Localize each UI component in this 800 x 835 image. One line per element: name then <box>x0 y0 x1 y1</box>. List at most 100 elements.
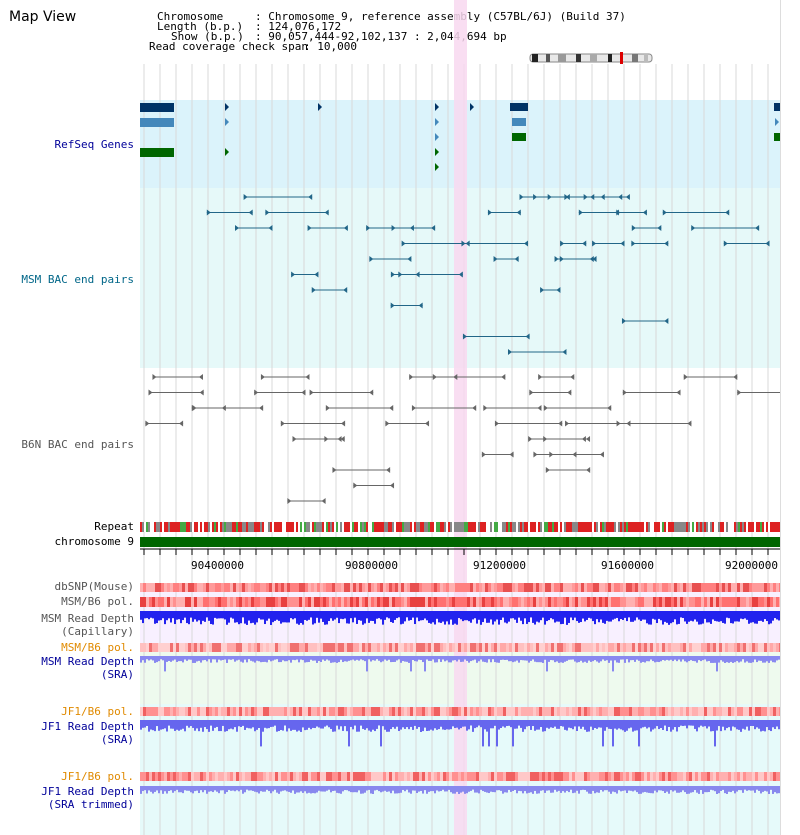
track-label-jf1-b6-pol[interactable]: JF1/B6 pol. <box>61 705 134 718</box>
b6n-bac-pair-end <box>260 374 265 380</box>
jf1-b6-pol-2-strip <box>422 772 425 781</box>
repeat-segment <box>696 522 698 532</box>
jf1-depth-sra-bar <box>590 720 592 727</box>
msm-b6-pol-sra-strip <box>665 643 668 652</box>
repeat-segment <box>478 522 480 532</box>
jf1-b6-pol-strip <box>182 707 185 716</box>
jf1-depth-sra-bar <box>242 720 244 726</box>
msm-depth-sra-bar <box>464 656 466 660</box>
repeat-segment <box>550 522 552 532</box>
chromosome-ideogram[interactable] <box>528 52 656 64</box>
repeat-segment <box>344 522 346 532</box>
jf1-depth-sra-bar <box>506 720 508 727</box>
msm-b6-pol-strip <box>179 597 182 607</box>
dbsnp-strip <box>719 583 722 592</box>
jf1-b6-pol-2-strip <box>308 772 311 781</box>
repeat-segment <box>732 522 734 532</box>
msm-b6-pol-sra-strip <box>395 643 398 652</box>
msm-bac-pair-end <box>461 240 466 247</box>
msm-b6-pol-sra-strip <box>167 643 170 652</box>
jf1-b6-pol-2-strip <box>278 772 281 781</box>
repeat-segment <box>442 522 444 532</box>
refseq-gene <box>774 133 780 141</box>
jf1-b6-pol-strip <box>584 707 587 716</box>
jf1-depth-sra-bar <box>736 720 738 730</box>
msm-b6-pol-sra-strip <box>197 643 200 652</box>
track-label-jf1-b6-pol-2[interactable]: JF1/B6 pol. <box>61 770 134 783</box>
jf1-b6-pol-strip <box>689 707 692 716</box>
track-label-msm-b6-pol-sra[interactable]: MSM/B6 pol. <box>61 641 134 654</box>
jf1-b6-pol-2-strip <box>515 772 518 781</box>
dbsnp-strip <box>284 583 287 592</box>
jf1-b6-pol-strip <box>566 707 569 716</box>
jf1-b6-pol-2-strip <box>206 772 209 781</box>
msm-depth-cap-bar <box>498 611 500 625</box>
track-label-msm-depth-cap[interactable]: MSM Read Depth <box>41 612 134 625</box>
jf1-depth-sra-bar <box>144 720 146 728</box>
msm-b6-pol-strip <box>431 597 434 607</box>
track-label-refseq[interactable]: RefSeq Genes <box>54 138 134 151</box>
jf1-depth-sra-bar <box>774 720 776 729</box>
msm-b6-pol-sra-strip <box>299 643 302 652</box>
dbsnp-strip <box>635 583 638 592</box>
jf1-depth-trim-bar <box>556 786 558 792</box>
repeat-segment <box>414 522 416 532</box>
repeat-segment <box>718 522 720 532</box>
jf1-depth-trim-bar <box>500 786 502 791</box>
genome-browser-plot[interactable]: 90400000 90800000 91200000 91600000 92000000 <box>140 0 780 835</box>
track-label-jf1-depth-sra[interactable]: JF1 Read Depth <box>41 720 134 733</box>
msm-depth-cap-bar <box>372 611 374 621</box>
track-label-msm-depth-sra[interactable]: MSM Read Depth <box>41 655 134 668</box>
msm-depth-sra-bar <box>374 656 376 661</box>
right-scroll-rail[interactable] <box>780 0 800 835</box>
jf1-b6-pol-2-strip <box>245 772 248 781</box>
msm-depth-sra-bar <box>404 656 406 662</box>
jf1-b6-pol-strip <box>638 707 641 716</box>
msm-depth-cap-bar <box>694 611 696 620</box>
track-label-msm-b6-pol[interactable]: MSM/B6 pol. <box>61 595 134 608</box>
repeat-segment <box>372 522 374 532</box>
msm-depth-cap-bar <box>258 611 260 619</box>
msm-depth-sra-bar <box>606 656 608 661</box>
msm-b6-pol-sra-strip <box>707 643 710 652</box>
repeat-segment <box>232 522 234 532</box>
repeat-segment <box>412 522 414 532</box>
repeat-segment <box>568 522 570 532</box>
msm-b6-pol-sra-strip <box>245 643 248 652</box>
msm-b6-pol-sra-strip <box>164 643 167 652</box>
msm-b6-pol-sra-strip <box>680 643 683 652</box>
jf1-depth-sra-bar <box>516 720 518 729</box>
jf1-depth-sra-bar <box>562 720 564 727</box>
jf1-depth-trim-bar <box>376 786 378 790</box>
repeat-segment <box>430 522 432 532</box>
dbsnp-strip <box>407 583 410 592</box>
jf1-b6-pol-2-strip <box>293 772 296 781</box>
msm-b6-pol-strip <box>329 597 332 607</box>
jf1-b6-pol-2-strip <box>260 772 263 781</box>
msm-bac-pair-end <box>620 240 625 247</box>
jf1-depth-sra-bar <box>636 720 638 731</box>
msm-depth-sra-bar <box>214 656 216 660</box>
dbsnp-strip <box>362 583 365 592</box>
track-label-dbsnp[interactable]: dbSNP(Mouse) <box>54 580 134 593</box>
track-label-b6n-bac[interactable]: B6N BAC end pairs <box>21 438 134 451</box>
msm-depth-sra-bar <box>442 656 444 660</box>
jf1-depth-trim-bar <box>202 786 204 793</box>
jf1-b6-pol-strip <box>542 707 545 716</box>
msm-depth-cap-bar <box>466 611 468 621</box>
msm-depth-sra-bar <box>562 656 564 663</box>
jf1-depth-sra-bar <box>336 720 338 726</box>
jf1-depth-trim-bar <box>402 786 404 790</box>
dbsnp-strip <box>623 583 626 592</box>
repeat-segment <box>586 522 588 532</box>
msm-depth-cap-bar <box>568 611 570 623</box>
jf1-depth-sra-bar <box>746 720 748 727</box>
jf1-b6-pol-strip <box>326 707 329 716</box>
jf1-depth-sra-bar <box>246 720 248 728</box>
track-label-jf1-depth-trim[interactable]: JF1 Read Depth <box>41 785 134 798</box>
dbsnp-strip <box>701 583 704 592</box>
track-label-msm-bac[interactable]: MSM BAC end pairs <box>21 273 134 286</box>
msm-depth-cap-bar <box>140 611 142 620</box>
msm-depth-cap-bar <box>534 611 536 625</box>
dbsnp-strip <box>485 583 488 592</box>
